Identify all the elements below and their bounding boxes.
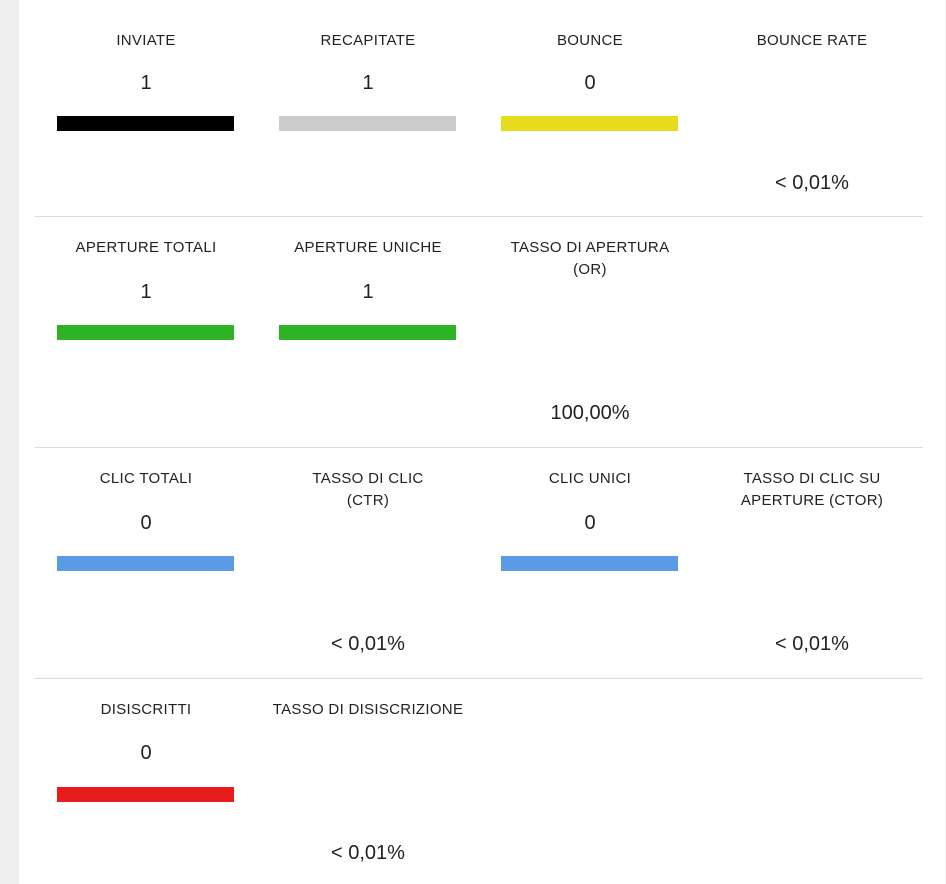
stat-percentage: < 0,01% <box>775 172 849 194</box>
gauge-chart <box>282 526 454 612</box>
stat-title: BOUNCE <box>557 32 623 49</box>
stat-value: 0 <box>584 512 596 534</box>
stats-panel: INVIATE 1 RECAPITATE 1 BOUNCE 0 BOUNCE R… <box>19 0 945 884</box>
stat-title-line2: (OR) <box>573 261 607 278</box>
stat-title: APERTURE TOTALI <box>75 239 217 256</box>
stat-bar <box>57 787 234 802</box>
stat-title: CLIC UNICI <box>548 470 632 487</box>
stat-percentage: < 0,01% <box>331 842 405 864</box>
stat-title: BOUNCE RATE <box>756 32 868 49</box>
stat-title: TASSO DI CLIC SU <box>743 470 881 487</box>
gauge-chart <box>726 64 898 150</box>
row-divider <box>35 678 923 679</box>
stat-percentage: 100,00% <box>550 402 630 424</box>
stat-bar <box>57 116 234 131</box>
stat-title: RECAPITATE <box>320 32 416 49</box>
stat-title: DISISCRITTI <box>100 701 192 718</box>
stat-value: 0 <box>584 72 596 94</box>
stat-value: 0 <box>140 742 152 764</box>
stats-row-unsubscribe: DISISCRITTI 0 TASSO DI DISISCRIZIONE < 0… <box>35 679 923 884</box>
stat-bar <box>501 116 678 131</box>
stat-percentage: < 0,01% <box>775 633 849 655</box>
gauge-chart <box>726 526 898 612</box>
stat-value: 1 <box>140 72 152 94</box>
gauge-chart <box>282 734 454 820</box>
stats-row-delivery: INVIATE 1 RECAPITATE 1 BOUNCE 0 BOUNCE R… <box>35 0 923 216</box>
stat-title: APERTURE UNICHE <box>294 239 442 256</box>
stat-value: 0 <box>140 512 152 534</box>
stat-title-line2: (CTR) <box>346 492 390 509</box>
stat-title: CLIC TOTALI <box>99 470 193 487</box>
stat-value: 1 <box>362 281 374 303</box>
stat-title-line2: APERTURE (CTOR) <box>740 492 884 509</box>
stats-row-clicks: CLIC TOTALI 0 TASSO DI CLIC (CTR) < 0,01… <box>35 448 923 678</box>
stat-value: 1 <box>140 281 152 303</box>
stat-title: INVIATE <box>116 32 176 49</box>
gauge-chart <box>504 295 676 381</box>
stat-title: TASSO DI DISISCRIZIONE <box>272 701 464 718</box>
row-divider <box>35 216 923 217</box>
stat-bar <box>501 556 678 571</box>
stat-value: 1 <box>362 72 374 94</box>
stat-bar <box>57 556 234 571</box>
stat-bar <box>57 325 234 340</box>
stat-title: TASSO DI CLIC <box>312 470 424 487</box>
stat-bar <box>279 325 456 340</box>
stat-title: TASSO DI APERTURA <box>510 239 670 256</box>
row-divider <box>35 447 923 448</box>
stat-bar <box>279 116 456 131</box>
stat-percentage: < 0,01% <box>331 633 405 655</box>
stats-row-opens: APERTURE TOTALI 1 APERTURE UNICHE 1 TASS… <box>35 217 923 447</box>
